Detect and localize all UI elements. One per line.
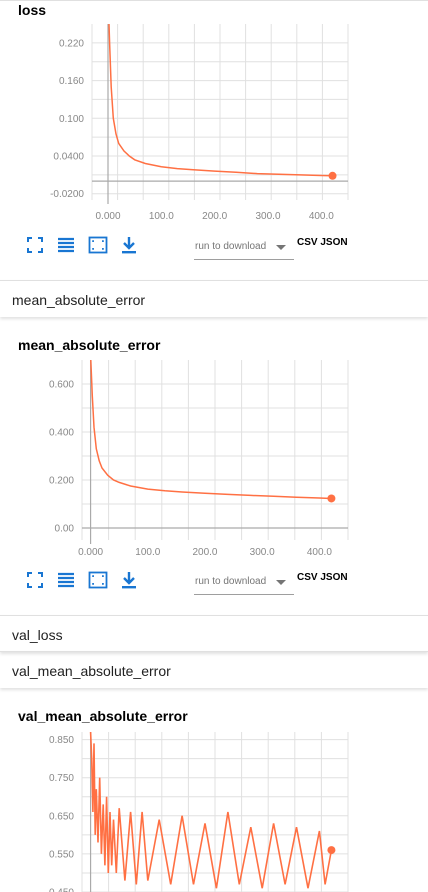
- download-icon[interactable]: [118, 234, 140, 256]
- top-border: [0, 0, 428, 1]
- section-mean-absolute-error[interactable]: mean_absolute_error: [0, 280, 428, 317]
- dropdown-arrow-icon: [276, 245, 286, 250]
- y-tick-label: 0.650: [49, 811, 74, 822]
- series-end-point: [328, 171, 337, 180]
- y-tick-label: 0.00: [55, 524, 75, 535]
- legend-lines-icon[interactable]: [55, 569, 77, 591]
- run-download-select[interactable]: run to download: [194, 235, 294, 260]
- card-title-val-mae: val_mean_absolute_error: [18, 708, 188, 724]
- y-tick-label: 0.450: [49, 888, 74, 892]
- series-end-point: [327, 846, 336, 855]
- y-tick-label: 0.850: [49, 735, 74, 746]
- x-tick-label: 0.000: [78, 547, 103, 558]
- fit-screen-icon[interactable]: [24, 569, 46, 591]
- dropdown-arrow-icon: [276, 580, 286, 585]
- mae-chart[interactable]: 0.600 0.400 0.200 0.00 0.000 100.0 200.0 300.0 4…: [0, 352, 428, 562]
- x-tick-label: 0.000: [95, 211, 120, 222]
- x-tick-label: 300.0: [250, 547, 275, 558]
- x-tick-label: 200.0: [202, 211, 227, 222]
- val-mae-chart[interactable]: 0.850 0.750 0.650 0.550 0.450: [0, 722, 428, 892]
- section-val-loss[interactable]: val_loss: [0, 615, 428, 652]
- legend-lines-icon[interactable]: [55, 234, 77, 256]
- card-title-mae: mean_absolute_error: [18, 337, 161, 353]
- y-tick-label: 0.400: [49, 428, 74, 439]
- x-tick-label: 100.0: [135, 547, 160, 558]
- y-tick-label: 0.600: [49, 380, 74, 391]
- x-tick-label: 200.0: [192, 547, 217, 558]
- loss-toolbar: run to download CSV JSON: [0, 234, 428, 268]
- run-download-placeholder: run to download: [195, 576, 267, 587]
- section-title-mae: mean_absolute_error: [12, 292, 146, 308]
- section-val-mean-absolute-error[interactable]: val_mean_absolute_error: [0, 651, 428, 688]
- csv-link[interactable]: CSV: [297, 572, 318, 583]
- csv-link[interactable]: CSV: [297, 237, 318, 248]
- y-tick-label: 0.220: [59, 38, 84, 49]
- y-tick-label: 0.100: [59, 114, 84, 125]
- zoom-box-icon[interactable]: [87, 234, 109, 256]
- series-line: [89, 732, 333, 889]
- x-tick-label: 100.0: [149, 211, 174, 222]
- y-tick-label: 0.750: [49, 773, 74, 784]
- y-tick-label: 0.200: [49, 476, 74, 487]
- loss-chart[interactable]: 0.220 0.160 0.100 0.0400 -0.0200 0.000 100.0 20…: [0, 0, 428, 225]
- y-tick-label: 0.0400: [53, 152, 84, 163]
- section-title-val-loss: val_loss: [12, 627, 63, 643]
- y-tick-label: -0.0200: [50, 189, 84, 200]
- zoom-box-icon[interactable]: [87, 569, 109, 591]
- y-tick-label: 0.160: [59, 76, 84, 87]
- run-download-select[interactable]: run to download: [194, 570, 294, 595]
- json-link[interactable]: JSON: [320, 237, 348, 248]
- card-title-loss: loss: [18, 2, 47, 18]
- section-title-val-mae: val_mean_absolute_error: [12, 663, 171, 679]
- x-tick-label: 300.0: [255, 211, 280, 222]
- x-tick-label: 400.0: [309, 211, 334, 222]
- series-end-point: [327, 494, 336, 503]
- x-tick-label: 400.0: [307, 547, 332, 558]
- series-line: [90, 360, 332, 500]
- mae-toolbar: run to download CSV JSON: [0, 569, 428, 603]
- y-tick-label: 0.550: [49, 849, 74, 860]
- download-links: CSV JSON: [297, 237, 348, 248]
- run-download-placeholder: run to download: [195, 241, 267, 252]
- json-link[interactable]: JSON: [320, 572, 348, 583]
- download-icon[interactable]: [118, 569, 140, 591]
- download-links: CSV JSON: [297, 572, 348, 583]
- series-line: [108, 24, 333, 177]
- fit-screen-icon[interactable]: [24, 234, 46, 256]
